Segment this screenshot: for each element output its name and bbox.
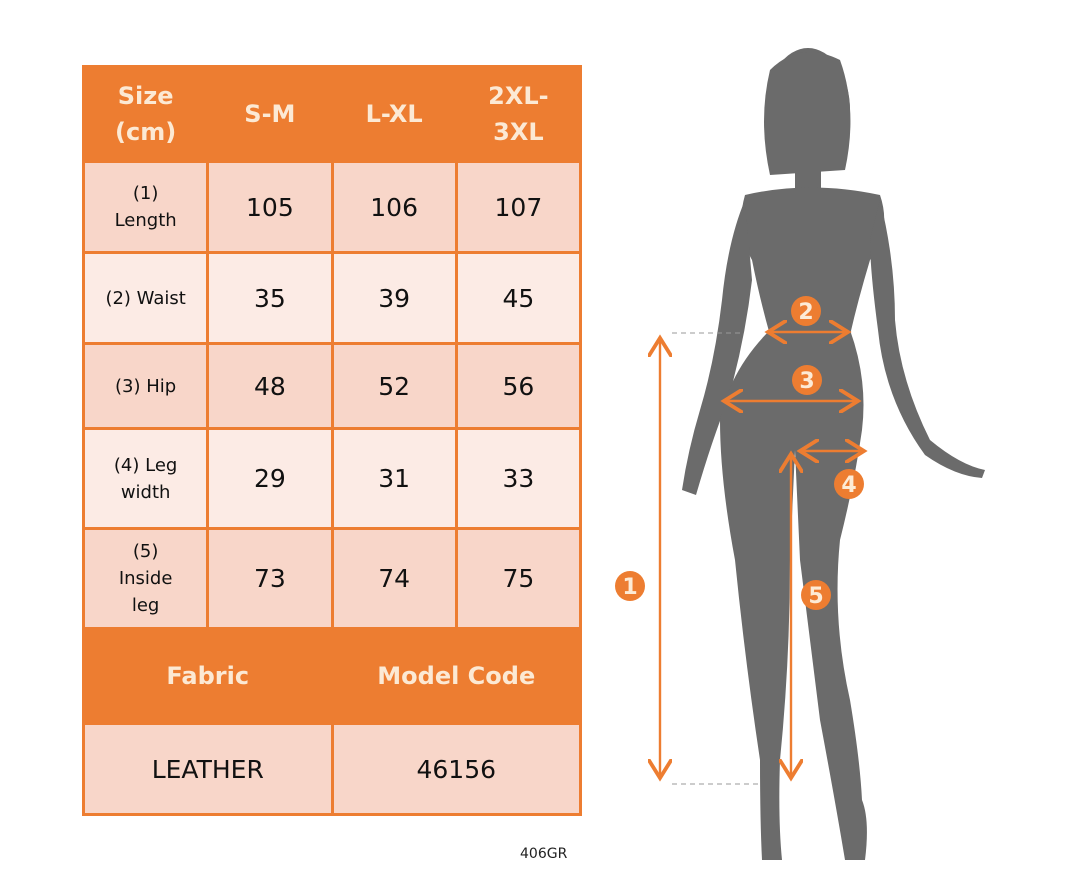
cell: 107 <box>454 160 583 254</box>
marker-2: 2 <box>791 296 821 326</box>
cell: 73 <box>206 527 334 630</box>
cell: 35 <box>206 251 334 345</box>
marker-1: 1 <box>615 571 645 601</box>
size-column-header: 2XL-3XL <box>454 65 583 163</box>
model-code-header: Model Code <box>330 627 582 725</box>
cell: 105 <box>206 160 334 254</box>
row-label: (1) Length <box>81 160 210 254</box>
table-row: (5) Inside leg 73 74 75 <box>81 527 583 630</box>
cell: 48 <box>206 342 334 430</box>
svg-text:4: 4 <box>841 473 856 498</box>
cell: 31 <box>330 427 458 530</box>
header-row: Size (cm) S-M L-XL 2XL-3XL <box>81 65 583 163</box>
cell: 29 <box>206 427 334 530</box>
cell: 106 <box>330 160 458 254</box>
row-label: (2) Waist <box>81 251 210 345</box>
cell: 56 <box>454 342 583 430</box>
marker-3: 3 <box>792 365 822 395</box>
size-column-header: S-M <box>206 65 334 163</box>
product-code: 406GR <box>520 846 568 862</box>
cell: 33 <box>454 427 583 530</box>
table-row: (3) Hip 48 52 56 <box>81 342 583 430</box>
marker-5: 5 <box>801 580 831 610</box>
size-column-header: L-XL <box>330 65 458 163</box>
silhouette-icon <box>682 48 985 860</box>
cell: 74 <box>330 527 458 630</box>
row-label: (5) Inside leg <box>81 527 210 630</box>
cell: 45 <box>454 251 583 345</box>
table-row: (1) Length 105 106 107 <box>81 160 583 254</box>
marker-4: 4 <box>834 469 864 499</box>
table-row: (4) Leg width 29 31 33 <box>81 427 583 530</box>
svg-text:5: 5 <box>808 584 823 609</box>
cell: 39 <box>330 251 458 345</box>
size-header: Size (cm) <box>81 65 210 163</box>
svg-text:2: 2 <box>798 300 813 325</box>
svg-text:3: 3 <box>799 369 814 394</box>
footer-header-row: Fabric Model Code <box>82 627 582 725</box>
row-label: (4) Leg width <box>81 427 210 530</box>
fabric-value: LEATHER <box>82 722 334 816</box>
table-row: (2) Waist 35 39 45 <box>81 251 583 345</box>
model-code-value: 46156 <box>330 722 582 816</box>
size-chart-table: Size (cm) S-M L-XL 2XL-3XL (1) Length 10… <box>81 65 583 816</box>
cell: 75 <box>454 527 583 630</box>
fabric-header: Fabric <box>82 627 334 725</box>
footer-value-row: LEATHER 46156 <box>82 722 582 816</box>
row-label: (3) Hip <box>81 342 210 430</box>
body-measurement-figure: 1 2 3 4 5 <box>615 48 985 860</box>
svg-text:1: 1 <box>622 575 637 600</box>
cell: 52 <box>330 342 458 430</box>
